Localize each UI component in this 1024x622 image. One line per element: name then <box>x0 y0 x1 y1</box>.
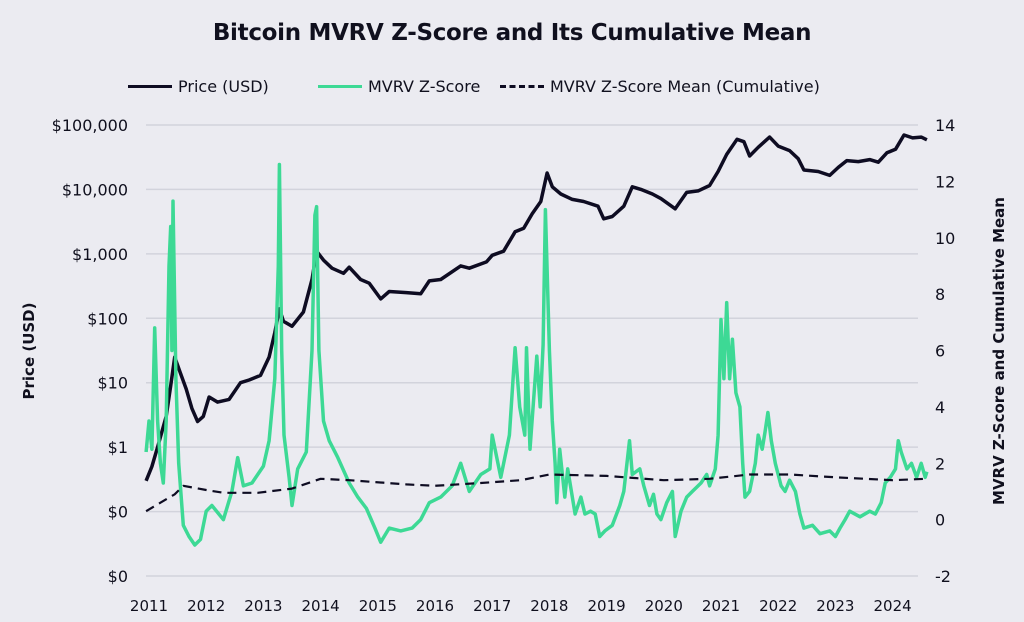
left-tick-label: $10 <box>97 374 128 393</box>
legend-swatch-mean <box>500 84 544 88</box>
left-tick-label: $100 <box>87 309 128 328</box>
x-tick-label: 2022 <box>759 597 797 615</box>
right-tick-label: 6 <box>935 342 945 361</box>
x-tick-label: 2020 <box>645 597 683 615</box>
legend-item-mean: MVRV Z-Score Mean (Cumulative) <box>500 75 820 97</box>
x-tick-label: 2012 <box>187 597 225 615</box>
right-tick-label: 0 <box>935 511 945 530</box>
x-tick-label: 2024 <box>874 597 912 615</box>
legend-label-zscore: MVRV Z-Score <box>368 76 481 96</box>
x-tick-label: 2011 <box>130 597 168 615</box>
x-tick-label: 2013 <box>244 597 282 615</box>
x-tick-label: 2021 <box>702 597 740 615</box>
right-tick-label: 4 <box>935 398 945 417</box>
series-price-line <box>144 133 928 482</box>
legend-label-mean: MVRV Z-Score Mean (Cumulative) <box>550 76 820 96</box>
x-tick-label: 2018 <box>530 597 568 615</box>
x-tick-label: 2015 <box>359 597 397 615</box>
x-tick-label: 2023 <box>816 597 854 615</box>
right-tick-label: -2 <box>935 567 951 586</box>
left-axis-title: Price (USD) <box>20 303 38 400</box>
right-tick-label: 14 <box>935 116 955 135</box>
right-tick-label: 12 <box>935 172 955 191</box>
x-tick-label: 2019 <box>588 597 626 615</box>
right-tick-label: 10 <box>935 229 955 248</box>
x-tick-label: 2016 <box>416 597 454 615</box>
left-tick-label: $10,000 <box>62 180 128 199</box>
legend-swatch-price <box>128 84 172 88</box>
x-tick-label: 2014 <box>302 597 340 615</box>
legend-item-zscore: MVRV Z-Score <box>318 75 480 97</box>
series-zscore-line <box>144 162 929 547</box>
legend-swatch-zscore <box>318 84 362 88</box>
left-tick-label: $1,000 <box>72 245 128 264</box>
left-tick-label: $0 <box>108 567 128 586</box>
legend-item-price: Price (USD) <box>128 75 269 97</box>
chart-title: Bitcoin MVRV Z-Score and Its Cumulative … <box>212 20 812 46</box>
right-axis-title: MVRV Z-Score and Cumulative Mean <box>990 197 1008 505</box>
left-tick-label: $0 <box>108 503 128 522</box>
series-mean-line <box>145 473 927 513</box>
right-tick-label: 8 <box>935 285 945 304</box>
x-tick-label: 2017 <box>473 597 511 615</box>
legend-label-price: Price (USD) <box>178 76 269 96</box>
left-tick-label: $1 <box>108 438 128 457</box>
left-tick-label: $100,000 <box>52 116 128 135</box>
right-tick-label: 2 <box>935 454 945 473</box>
